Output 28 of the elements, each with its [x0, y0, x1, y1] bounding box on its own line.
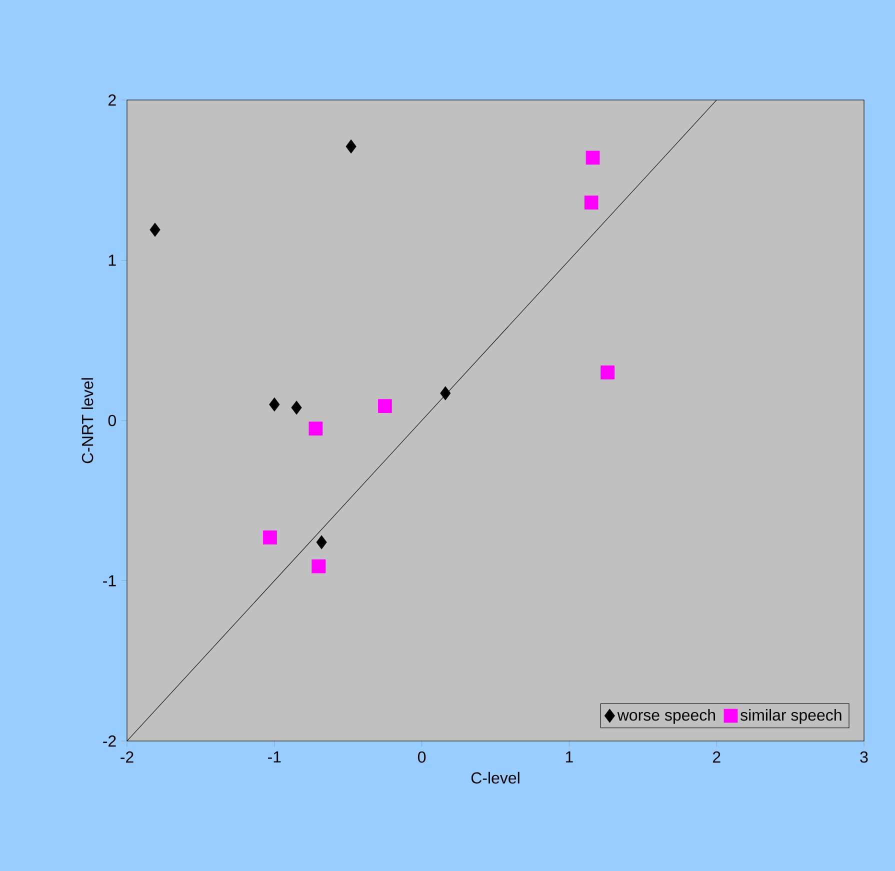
x-tick-label: 2 [712, 751, 720, 763]
point [346, 140, 356, 154]
point [291, 400, 302, 415]
point [316, 535, 327, 550]
x-axis-title: C-level [471, 772, 520, 784]
x-tick-label: 3 [860, 751, 868, 763]
point [312, 559, 326, 574]
point [263, 530, 277, 544]
point [378, 399, 392, 414]
y-tick-label: -2 [103, 735, 116, 747]
point [269, 398, 280, 412]
point [584, 196, 598, 210]
legend-label: worse speech [617, 708, 716, 724]
y-tick-label: 1 [108, 254, 116, 266]
x-tick-label: -1 [268, 751, 281, 762]
legend-label: similar speech [740, 708, 842, 724]
point [150, 222, 160, 237]
y-tick-label: -1 [103, 575, 116, 586]
point [308, 422, 323, 436]
x-tick-label: 0 [418, 751, 426, 763]
point [586, 150, 600, 165]
x-tick-label: -2 [120, 751, 134, 763]
y-tick-label: 2 [108, 94, 116, 106]
point [600, 365, 614, 380]
y-tick-label: 0 [108, 414, 116, 426]
y-axis-title: C-NRT level [81, 378, 94, 464]
point [440, 386, 451, 400]
x-tick-label: 1 [566, 751, 573, 762]
